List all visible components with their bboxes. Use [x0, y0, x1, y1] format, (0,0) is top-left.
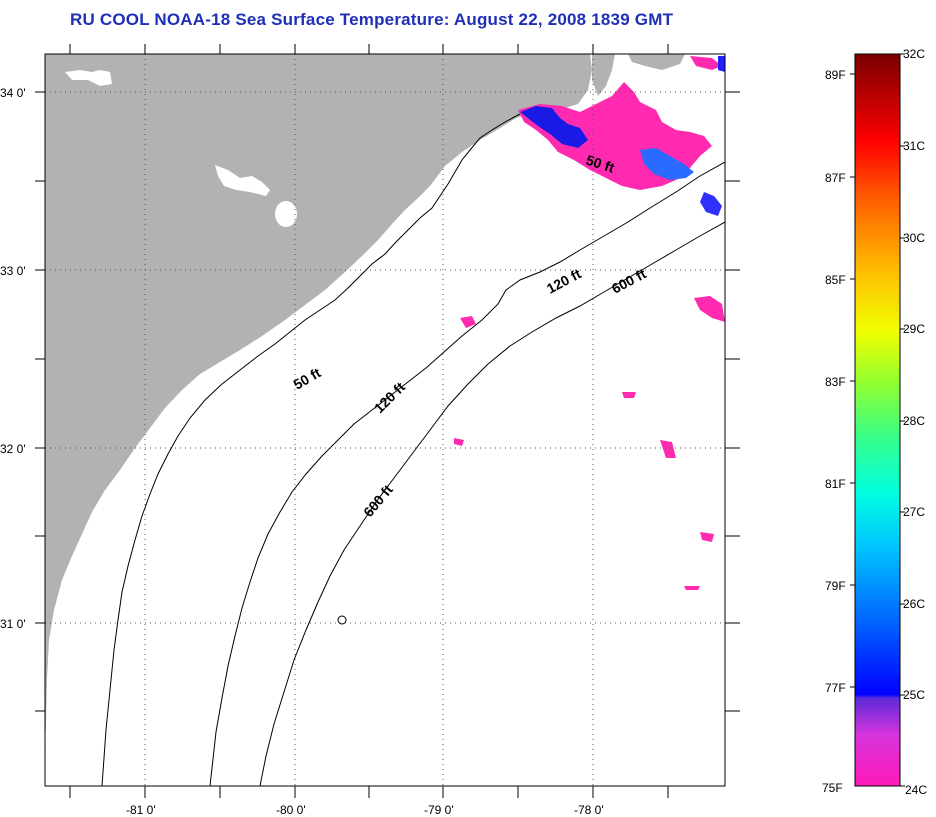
- colorbar-f-label: 89F: [825, 68, 846, 82]
- colorbar-f-label: 87F: [825, 171, 846, 185]
- colorbar-f-label: 83F: [825, 375, 846, 389]
- colorbar-f-label: 77F: [825, 681, 846, 695]
- coastal-specks: [160, 436, 168, 448]
- lat-label: 34 0': [0, 86, 26, 100]
- colorbar-c-label: 29C: [903, 322, 925, 336]
- sst-patch-blue: [700, 192, 722, 216]
- sst-patch-pink: [454, 438, 464, 446]
- colorbar-c-label: 25C: [903, 688, 925, 702]
- inland-lake: [215, 165, 270, 196]
- colorbar-f-label: 81F: [825, 477, 846, 491]
- sst-patch-pink: [700, 532, 714, 542]
- lat-label: 33 0': [0, 264, 26, 278]
- lon-label: -79 0': [424, 803, 454, 817]
- land-patch-ne: [592, 54, 615, 96]
- map-frame: [44, 53, 726, 787]
- land-patch-ne-2: [628, 54, 685, 70]
- sst-patch-blue: [640, 148, 694, 180]
- colorbar-c-label: 31C: [903, 139, 925, 153]
- graticule: [45, 54, 725, 786]
- coastal-specks: [45, 728, 56, 748]
- colorbar-c-label: 24C: [905, 783, 927, 797]
- colorbar-ticks: [850, 53, 905, 787]
- contour-120ft: [209, 161, 725, 786]
- axis-ticks: [35, 44, 740, 798]
- colorbar-f-label: 79F: [825, 579, 846, 593]
- sst-patch-blue: [718, 56, 725, 72]
- colorbar-f-label: 75F: [822, 781, 843, 795]
- colorbar-f-label: 85F: [825, 273, 846, 287]
- map-title: RU COOL NOAA-18 Sea Surface Temperature:…: [70, 10, 674, 29]
- sst-patch-blue: [520, 106, 588, 148]
- sst-patch-pink: [684, 586, 700, 590]
- sst-patch-pink: [694, 296, 725, 322]
- colorbar-c-label: 27C: [903, 505, 925, 519]
- contour-600ft: [259, 221, 725, 786]
- sst-patch-pink: [460, 316, 476, 328]
- lon-label: -80 0': [276, 803, 306, 817]
- contour-50ft: [101, 113, 521, 786]
- seamount-contour: [337, 615, 347, 625]
- inland-lake: [275, 201, 297, 227]
- sst-patch-pink: [660, 440, 676, 458]
- colorbar-c-label: 32C: [903, 47, 925, 61]
- colorbar: [854, 53, 901, 787]
- lat-label: 31 0': [0, 617, 26, 631]
- colorbar-c-label: 26C: [903, 597, 925, 611]
- sst-patch-pink: [622, 392, 636, 398]
- colorbar-c-label: 28C: [903, 414, 925, 428]
- colorbar-c-label: 30C: [903, 231, 925, 245]
- lon-label: -78 0': [574, 803, 604, 817]
- land-mass: [45, 54, 592, 786]
- sst-patch-pink: [690, 56, 722, 70]
- lat-label: 32 0': [0, 442, 26, 456]
- inland-lake: [65, 70, 112, 86]
- lon-label: -81 0': [126, 803, 156, 817]
